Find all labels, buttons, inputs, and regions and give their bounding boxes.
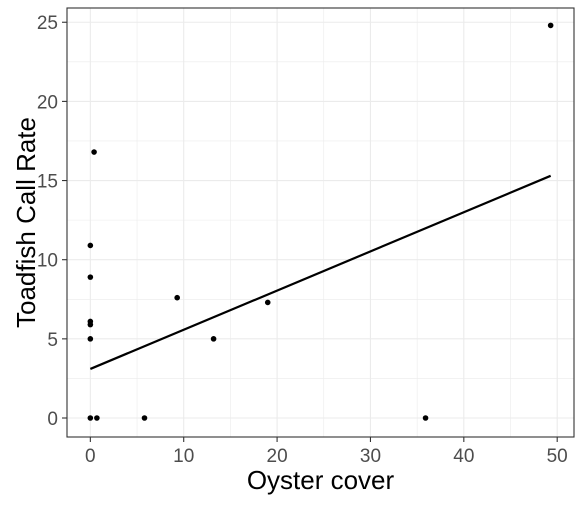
x-tick-label: 0: [85, 446, 96, 467]
data-point: [87, 274, 94, 280]
x-tick-label: 50: [547, 446, 568, 467]
y-tick-label: 5: [47, 330, 58, 351]
data-point: [547, 22, 554, 29]
data-point: [91, 149, 97, 155]
panel-background: [67, 8, 574, 437]
data-point: [174, 294, 180, 301]
x-tick-label: 10: [173, 446, 194, 467]
x-tick-label: 20: [267, 446, 288, 467]
points-layer: [87, 22, 554, 421]
data-point: [87, 336, 94, 342]
y-tick-label: 15: [37, 172, 58, 193]
ticks-layer: 0 10 20 30 40 50 0 5 10 15 20 25: [37, 13, 568, 467]
data-point: [141, 415, 148, 421]
fit-layer: [89, 174, 552, 370]
grid-layer: [67, 8, 574, 437]
data-point: [87, 415, 94, 421]
data-point: [94, 415, 100, 421]
data-point: [87, 242, 94, 249]
regression-line: [89, 174, 552, 370]
panel-border: [66, 7, 575, 438]
y-tick-label: 20: [37, 92, 58, 113]
x-tick-label: 30: [360, 446, 381, 467]
y-tick-label: 0: [47, 409, 58, 430]
y-axis-title: Toadfish Call Rate: [11, 117, 41, 328]
data-point: [87, 318, 94, 325]
y-tick-label: 10: [37, 251, 58, 272]
data-point: [264, 299, 271, 306]
y-tick-label: 25: [37, 13, 58, 34]
data-point: [210, 336, 217, 342]
x-tick-label: 40: [453, 446, 474, 467]
x-axis-title: Oyster cover: [247, 465, 395, 495]
data-point: [422, 415, 429, 421]
